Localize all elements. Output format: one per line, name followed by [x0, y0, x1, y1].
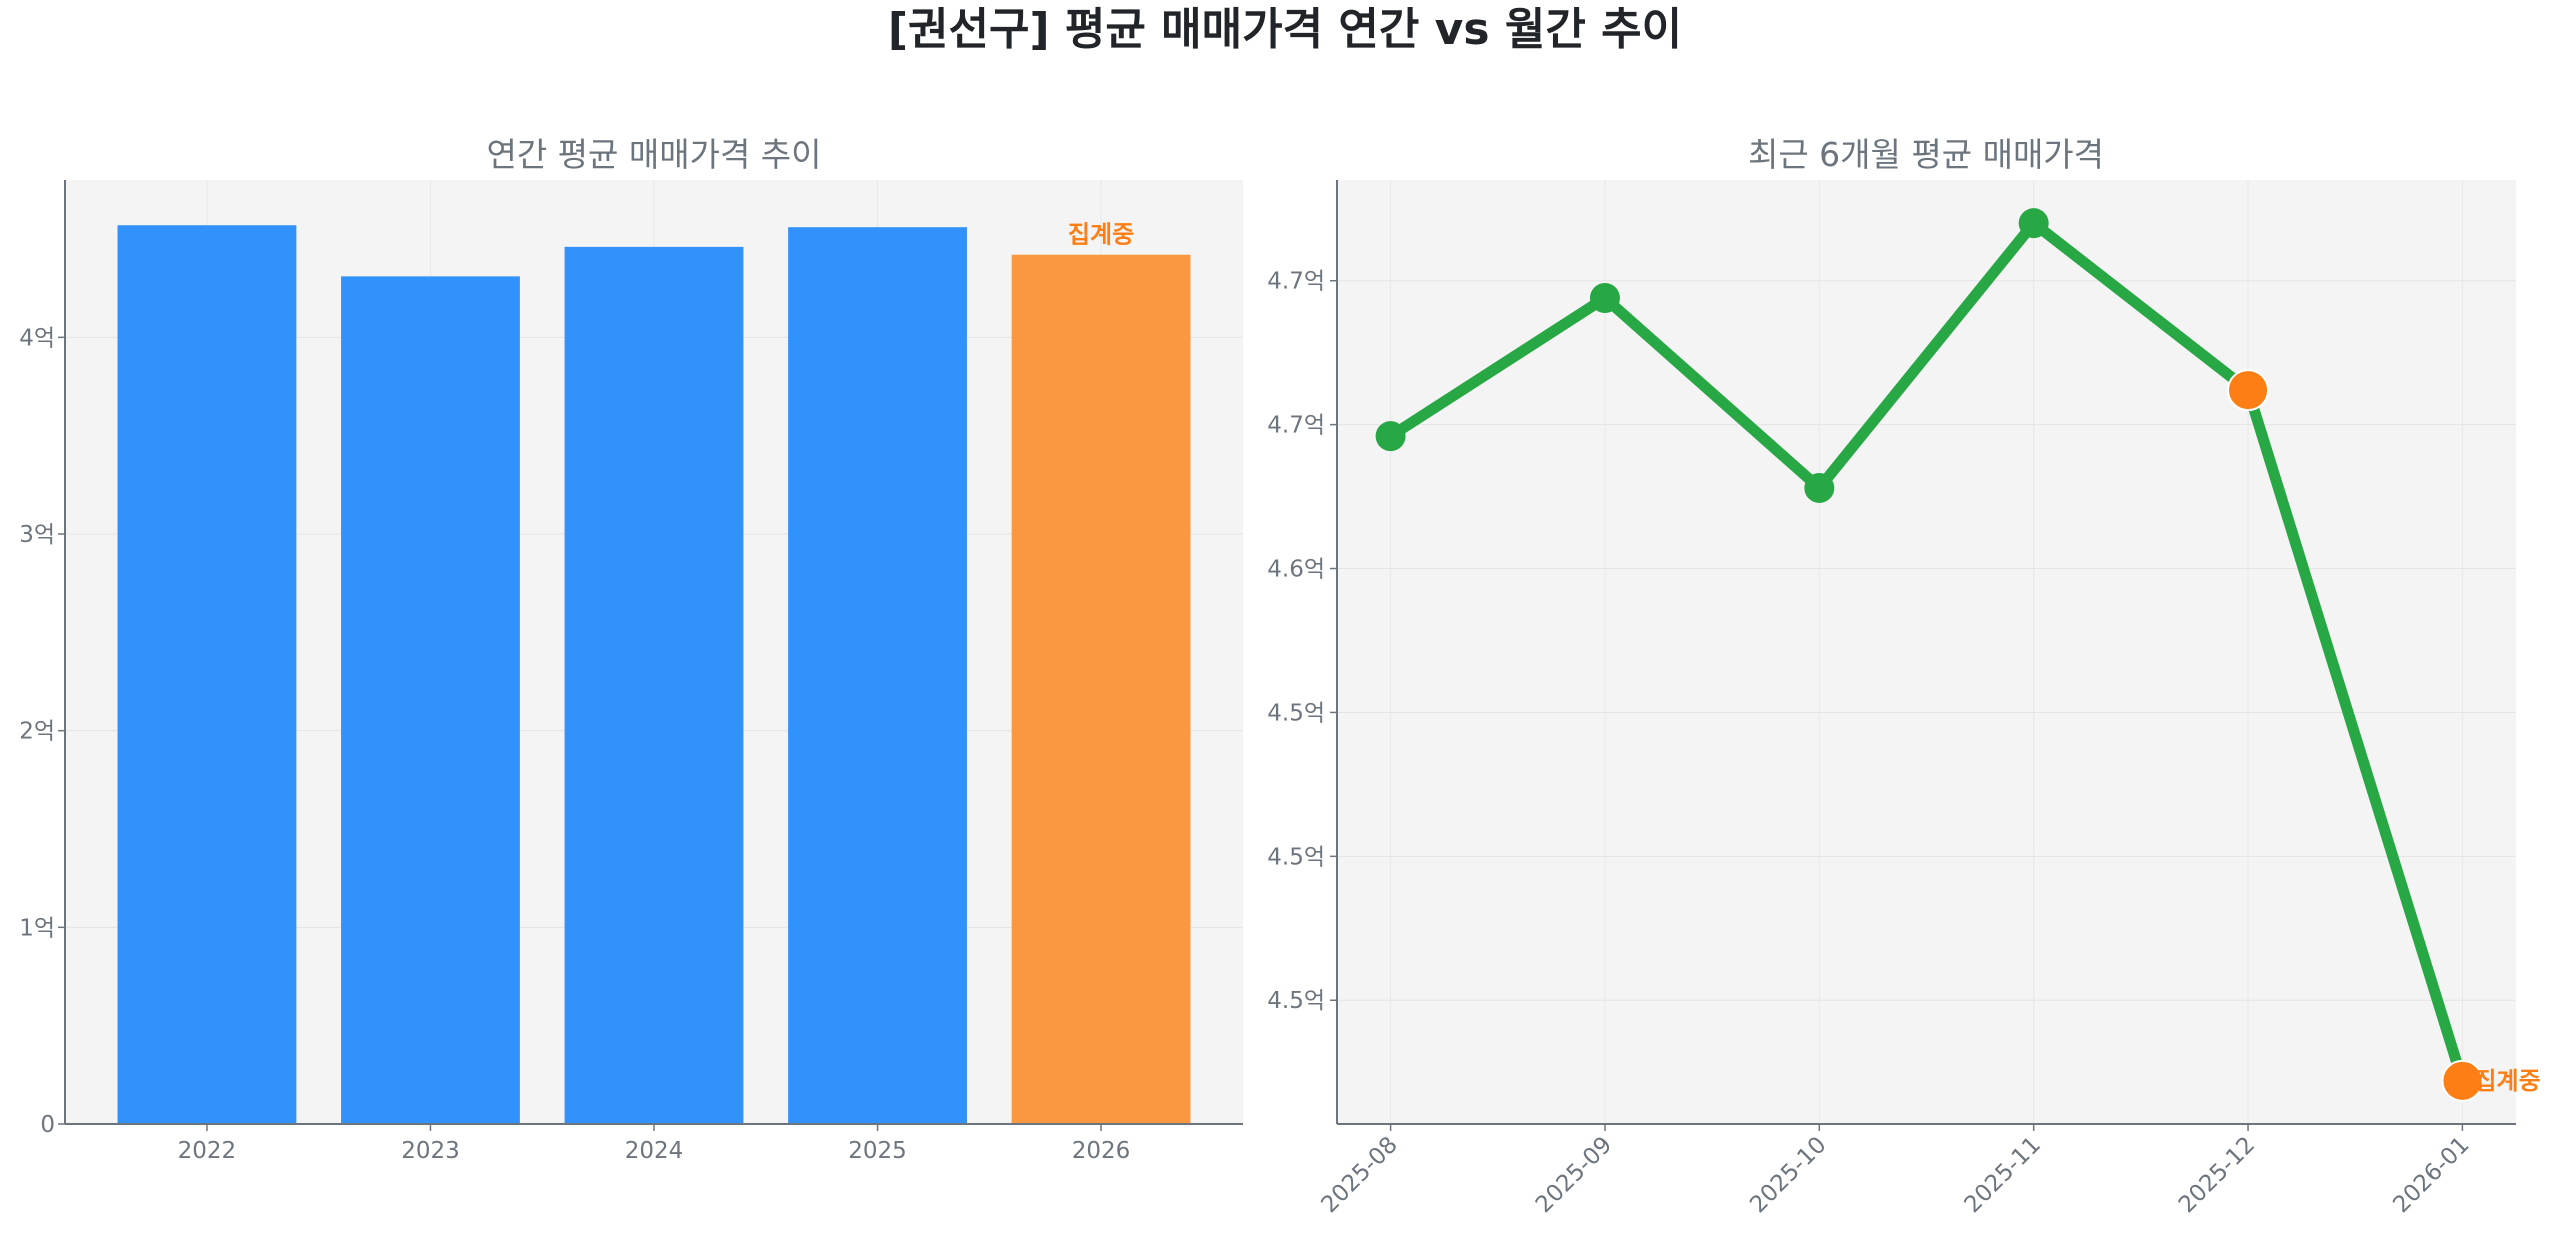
- bar-2024: [564, 246, 744, 1124]
- x-tick-label: 2025-09: [1531, 1132, 1617, 1218]
- y-tick-label: 1억: [19, 915, 55, 941]
- figure-title: [권선구] 평균 매매가격 연간 vs 월간 추이: [888, 4, 1682, 55]
- x-tick-label: 2026: [1072, 1138, 1131, 1164]
- annual-bar-chart: 연간 평균 매매가격 추이 0 1억 2억 3억 4억 2022 2023 2024 2025 2…: [19, 135, 1243, 1164]
- monthly-line-chart: 최근 6개월 평균 매매가격 4.7억 4.7억 4.6억 4.5억 4.5억 4.5억 2…: [1267, 135, 2540, 1218]
- bar-2026: [1011, 254, 1191, 1124]
- y-tick-label: 4.5억: [1267, 700, 1325, 726]
- point-2025-11: [2018, 208, 2049, 239]
- bar-2023: [341, 276, 520, 1124]
- x-tick-label: 2025-08: [1316, 1132, 1402, 1218]
- annual-chart-title: 연간 평균 매매가격 추이: [486, 135, 821, 174]
- y-tick-label: 4.6억: [1267, 557, 1325, 583]
- point-2026-01: [2441, 1059, 2484, 1102]
- y-tick-label: 4.5억: [1267, 844, 1325, 870]
- y-tick-label: 4억: [19, 325, 55, 351]
- point-2025-08: [1375, 421, 1406, 452]
- monthly-chart-title: 최근 6개월 평균 매매가격: [1748, 135, 2104, 174]
- price-line: [1387, 215, 2468, 1083]
- point-2025-09: [1589, 283, 1620, 313]
- y-tick-label: 4.5억: [1267, 988, 1325, 1014]
- point-2025-10: [1804, 472, 1835, 503]
- x-tick-label: 2024: [625, 1138, 684, 1164]
- x-tick-label: 2025-11: [1960, 1132, 2046, 1218]
- x-tick-label: 2022: [178, 1138, 237, 1164]
- x-tick-label: 2025-12: [2174, 1132, 2260, 1218]
- x-tick-label: 2025: [848, 1138, 907, 1164]
- point-2025-12: [2227, 369, 2270, 412]
- x-tick-label: 2026-01: [2388, 1132, 2474, 1218]
- y-tick-label: 4.7억: [1267, 269, 1325, 295]
- in-progress-annotation: 집계중: [1068, 221, 1134, 249]
- bar-2022: [117, 225, 297, 1124]
- y-tick-label: 3억: [19, 522, 55, 548]
- bar-2025: [788, 227, 967, 1124]
- x-tick-label: 2025-10: [1745, 1132, 1831, 1218]
- x-tick-label: 2023: [401, 1138, 460, 1164]
- in-progress-annotation: 집계중: [2474, 1067, 2540, 1095]
- plot-area: [1337, 180, 2516, 1124]
- y-tick-label: 4.7억: [1267, 413, 1325, 439]
- y-tick-label: 2억: [19, 719, 55, 745]
- y-tick-label: 0: [40, 1112, 55, 1138]
